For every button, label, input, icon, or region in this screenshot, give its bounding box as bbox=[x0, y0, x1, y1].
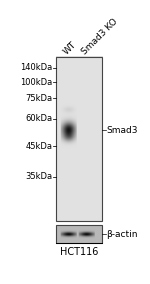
Text: HCT116: HCT116 bbox=[60, 247, 98, 257]
Text: 75kDa: 75kDa bbox=[25, 93, 52, 103]
Text: Smad3 KO: Smad3 KO bbox=[80, 16, 119, 56]
Text: 45kDa: 45kDa bbox=[26, 142, 52, 151]
Text: 100kDa: 100kDa bbox=[20, 78, 52, 87]
Text: 140kDa: 140kDa bbox=[20, 63, 52, 72]
Text: WT: WT bbox=[62, 39, 79, 56]
Bar bbox=[56, 225, 102, 243]
Text: β-actin: β-actin bbox=[106, 230, 138, 239]
Bar bbox=[56, 57, 102, 221]
Text: Smad3: Smad3 bbox=[106, 126, 138, 135]
Text: 60kDa: 60kDa bbox=[25, 114, 52, 123]
Text: 35kDa: 35kDa bbox=[25, 172, 52, 181]
